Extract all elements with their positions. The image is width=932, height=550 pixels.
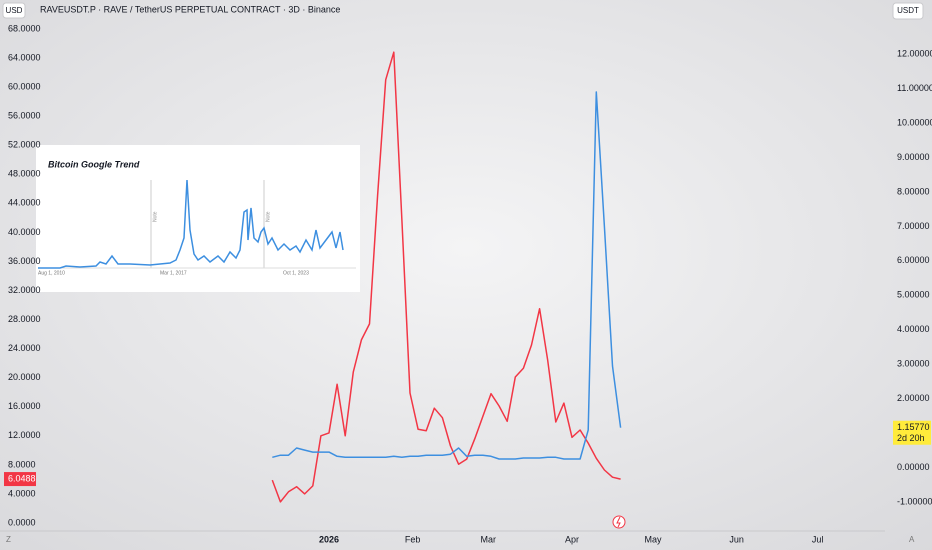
y2-tick-label: 8.00000	[897, 186, 930, 196]
y-tick-label: 0.0000	[8, 517, 36, 527]
y2-tick-label: 4.00000	[897, 324, 930, 334]
x-tick-label: Mar	[481, 534, 497, 544]
y-tick-label: 68.0000	[8, 23, 41, 33]
x-tick-label: Apr	[565, 534, 579, 544]
series-line	[272, 91, 622, 460]
price-label: 6.0488	[8, 473, 36, 483]
series-line	[271, 51, 621, 503]
price-badge	[4, 472, 36, 487]
y-tick-label: 4.0000	[8, 488, 36, 498]
y-tick-label: 44.0000	[8, 198, 41, 208]
inset-note: Note	[152, 211, 158, 222]
y2-tick-label: 9.00000	[897, 152, 930, 162]
y2-tick-label: 0.00000	[897, 462, 930, 472]
lightning-icon[interactable]	[612, 515, 626, 529]
y-unit: USD	[6, 6, 23, 15]
x-tick-label: Jun	[729, 534, 744, 544]
zoom-icon[interactable]: Z	[6, 535, 11, 544]
y2-tick-label: 10.00000	[897, 117, 932, 127]
y-tick-label: 16.0000	[8, 401, 41, 411]
y-tick-label: 32.0000	[8, 285, 41, 295]
inset-title: Bitcoin Google Trend	[48, 159, 140, 169]
y-tick-label: 28.0000	[8, 314, 41, 324]
y-tick-label: 24.0000	[8, 343, 41, 353]
inset-line	[38, 179, 344, 269]
y2-tick-label: 3.00000	[897, 359, 930, 369]
y2-tick-label: 7.00000	[897, 221, 930, 231]
inset-x-label: Oct 1, 2023	[283, 270, 309, 276]
y-tick-label: 52.0000	[8, 140, 41, 150]
y2-tick-label: 11.00000	[897, 83, 932, 93]
unit-box[interactable]	[892, 2, 924, 20]
y-tick-label: 60.0000	[8, 81, 41, 91]
inset-image: Bitcoin Google Trend Note Note Aug 1, 20…	[36, 145, 360, 292]
y-tick-label: 36.0000	[8, 256, 41, 266]
price-label: 1.15770	[897, 422, 930, 432]
y-tick-label: 64.0000	[8, 52, 41, 62]
y-tick-label: 56.0000	[8, 111, 41, 121]
x-tick-label: May	[644, 534, 662, 544]
inset-x-label: Aug 1, 2010	[38, 270, 65, 276]
y2-tick-label: -1.00000	[897, 496, 932, 506]
y-tick-label: 8.0000	[8, 459, 36, 469]
unit-box[interactable]	[2, 2, 26, 19]
y-tick-label: 40.0000	[8, 227, 41, 237]
x-tick-label: Jul	[812, 534, 824, 544]
x-tick-label: Feb	[405, 534, 421, 544]
price-badge	[893, 420, 931, 445]
y2-unit: USDT	[897, 6, 919, 15]
y2-tick-label: 12.00000	[897, 48, 932, 58]
x-tick-label: 2026	[319, 534, 339, 544]
countdown: 2d 20h	[897, 433, 925, 443]
y2-tick-label: 5.00000	[897, 290, 930, 300]
chart-title: RAVEUSDT.P · RAVE / TetherUS PERPETUAL C…	[40, 4, 340, 14]
y2-tick-label: 6.00000	[897, 255, 930, 265]
auto-icon[interactable]: A	[909, 535, 915, 544]
y-tick-label: 12.0000	[8, 430, 41, 440]
y-tick-label: 48.0000	[8, 169, 41, 179]
y2-tick-label: 2.00000	[897, 393, 930, 403]
inset-x-label: Mar 1, 2017	[160, 270, 187, 276]
y-tick-label: 20.0000	[8, 372, 41, 382]
inset-note: Note	[265, 211, 271, 222]
